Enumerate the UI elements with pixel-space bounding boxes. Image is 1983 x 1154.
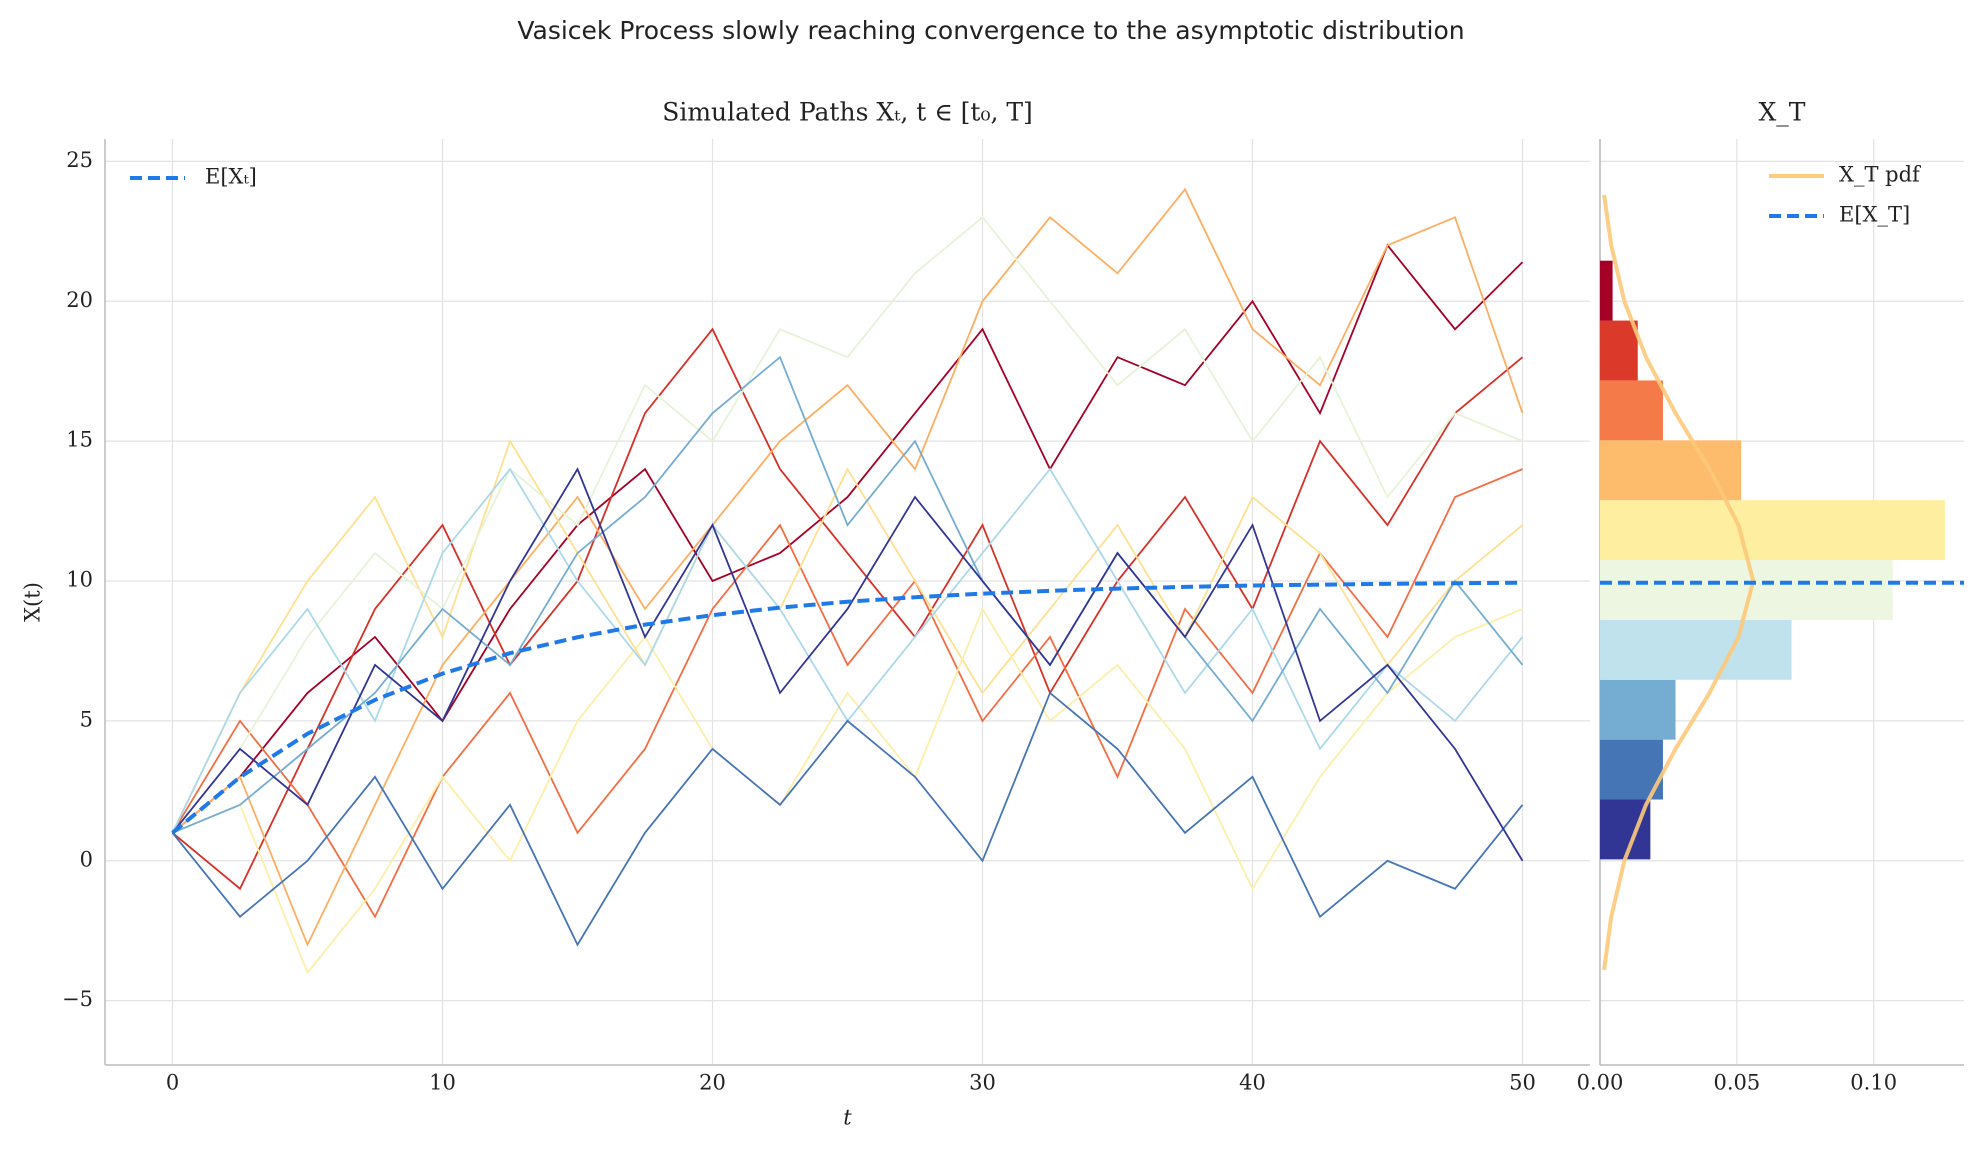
hist-bar [1600, 440, 1742, 501]
hist-bar [1600, 619, 1792, 680]
legend-label: E[X_T] [1839, 203, 1910, 227]
legend-label: E[Xₜ] [205, 165, 257, 189]
axes-title: Simulated Paths Xₜ, t ∈ [t₀, T] [662, 98, 1033, 127]
sample-path [171, 691, 1524, 947]
x-tick-label: 50 [1509, 1071, 1536, 1095]
hist-bar [1600, 260, 1613, 321]
x-axis-label: t [843, 1106, 852, 1130]
sample-path [171, 467, 1524, 862]
y-tick-label: 20 [66, 288, 93, 312]
y-tick-label: 10 [66, 568, 93, 592]
sample-path [171, 327, 1524, 891]
sample-path [171, 216, 1523, 834]
axes-title: X_T [1759, 98, 1806, 127]
sample-path [172, 355, 1524, 834]
x-tick-label: 10 [429, 1071, 456, 1095]
hist-bar [1600, 799, 1651, 860]
hist-bar [1600, 320, 1638, 381]
sample-path [171, 243, 1524, 834]
hist-bar [1600, 500, 1945, 561]
x-tick-label: 20 [699, 1071, 726, 1095]
x-tick-label: 0.00 [1577, 1071, 1624, 1095]
y-axis-label: X(t) [21, 582, 45, 622]
x-tick-label: 0.05 [1713, 1071, 1760, 1095]
sample-path [171, 468, 1523, 919]
y-tick-label: −5 [62, 987, 93, 1011]
hist-bar [1600, 679, 1676, 740]
y-tick-label: 0 [80, 847, 93, 871]
x-tick-label: 40 [1239, 1071, 1266, 1095]
x-tick-label: 30 [969, 1071, 996, 1095]
sample-path [171, 187, 1524, 947]
y-tick-label: 5 [80, 707, 93, 731]
mean-line [171, 580, 1523, 835]
x-tick-label: 0 [166, 1071, 179, 1095]
sample-path [171, 439, 1524, 834]
sample-path [172, 606, 1523, 975]
figure-title: Vasicek Process slowly reaching converge… [517, 16, 1464, 45]
y-tick-label: 15 [66, 428, 93, 452]
x-tick-label: 0.10 [1850, 1071, 1897, 1095]
y-tick-label: 25 [66, 148, 93, 172]
hist-bar [1600, 380, 1663, 441]
legend-label: X_T pdf [1839, 163, 1922, 187]
